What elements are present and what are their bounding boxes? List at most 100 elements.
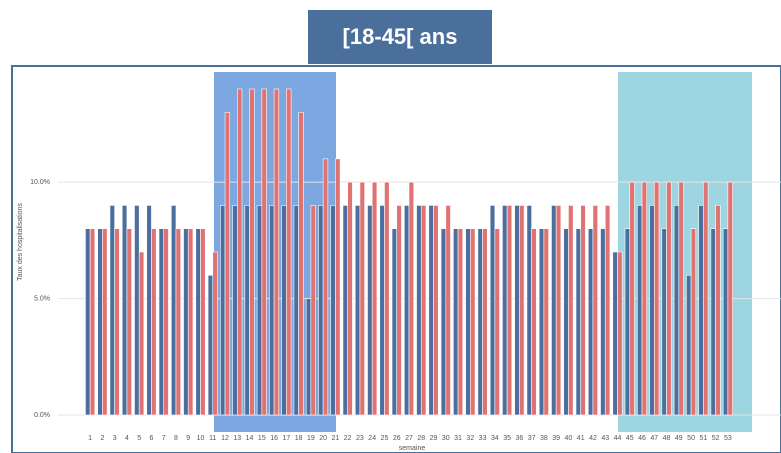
bar — [89, 228, 96, 416]
bar — [538, 228, 545, 416]
bar — [342, 205, 348, 416]
bar — [453, 228, 459, 416]
bar — [269, 205, 275, 416]
bar — [526, 205, 532, 416]
bar — [661, 228, 667, 416]
bars — [85, 88, 733, 416]
x-tick-label: 52 — [712, 435, 720, 442]
bar — [256, 205, 263, 416]
x-tick-label: 30 — [442, 435, 450, 442]
y-tick-label: 5.0% — [34, 295, 50, 302]
x-tick-label: 26 — [393, 435, 401, 442]
bar — [420, 205, 427, 416]
x-tick-label: 7 — [162, 435, 166, 442]
x-tick-label: 40 — [565, 435, 573, 442]
bar — [102, 228, 108, 416]
x-tick-label: 18 — [295, 435, 303, 442]
bar — [624, 228, 631, 416]
bar — [698, 205, 704, 416]
bar — [384, 181, 390, 416]
bar — [617, 251, 623, 416]
bar — [403, 205, 410, 416]
bar — [109, 205, 115, 416]
bar — [318, 205, 324, 416]
bar — [641, 181, 648, 416]
bar — [477, 228, 483, 416]
bar — [502, 205, 508, 416]
x-tick-label: 37 — [528, 435, 536, 442]
bar — [261, 88, 267, 416]
bar — [335, 158, 341, 416]
bar — [722, 228, 729, 416]
bar — [126, 228, 132, 416]
bar — [653, 181, 660, 416]
bar — [146, 205, 152, 416]
bar — [408, 181, 415, 416]
x-tick-label: 50 — [687, 435, 695, 442]
x-tick-label: 42 — [589, 435, 597, 442]
bar — [273, 88, 280, 416]
x-tick-label: 48 — [663, 435, 671, 442]
bar — [575, 228, 581, 416]
bar — [114, 228, 120, 416]
bar — [330, 205, 336, 416]
bar — [543, 228, 549, 416]
bar — [690, 228, 697, 416]
bar — [580, 205, 586, 416]
bar — [710, 228, 716, 416]
x-tick-label: 22 — [344, 435, 352, 442]
chart-title: [18-45[ ans — [343, 24, 458, 49]
x-tick-label: 33 — [479, 435, 487, 442]
bar — [494, 228, 500, 416]
bar — [232, 205, 238, 416]
x-tick-label: 15 — [258, 435, 266, 442]
bar — [85, 228, 91, 416]
bar — [207, 274, 214, 416]
bar — [604, 205, 611, 416]
bar — [506, 205, 513, 416]
x-tick-label: 32 — [466, 435, 474, 442]
bar — [175, 228, 181, 416]
x-tick-label: 38 — [540, 435, 548, 442]
bar — [158, 228, 165, 416]
x-tick-label: 36 — [515, 435, 523, 442]
bar — [170, 205, 177, 416]
bar — [354, 205, 361, 416]
bar — [244, 205, 250, 416]
x-tick-label: 3 — [113, 435, 117, 442]
x-tick-label: 35 — [503, 435, 511, 442]
bar — [531, 228, 537, 416]
bar — [359, 181, 365, 416]
bar — [416, 205, 422, 416]
bar — [555, 205, 562, 416]
bar — [322, 158, 329, 416]
bar — [391, 228, 398, 416]
x-tick-label: 24 — [368, 435, 376, 442]
bar — [666, 181, 672, 416]
bar — [224, 111, 231, 416]
x-tick-label: 23 — [356, 435, 364, 442]
bar — [519, 205, 525, 416]
x-tick-label: 45 — [626, 435, 634, 442]
x-tick-label: 27 — [405, 435, 413, 442]
bar — [200, 228, 206, 416]
x-tick-label: 43 — [601, 435, 609, 442]
bar — [445, 205, 451, 416]
x-tick-label: 34 — [491, 435, 499, 442]
bar — [187, 228, 194, 416]
bar — [440, 228, 447, 416]
x-tick-label: 31 — [454, 435, 462, 442]
x-tick-label: 46 — [638, 435, 646, 442]
bar — [715, 205, 721, 416]
x-tick-label: 28 — [417, 435, 425, 442]
bar — [649, 205, 655, 416]
bar — [587, 228, 594, 416]
x-tick-label: 8 — [174, 435, 178, 442]
bar — [286, 88, 292, 416]
x-tick-label: 53 — [724, 435, 732, 442]
bar — [220, 205, 226, 416]
x-tick-label: 9 — [186, 435, 190, 442]
bar — [212, 251, 218, 416]
bar — [568, 205, 574, 416]
